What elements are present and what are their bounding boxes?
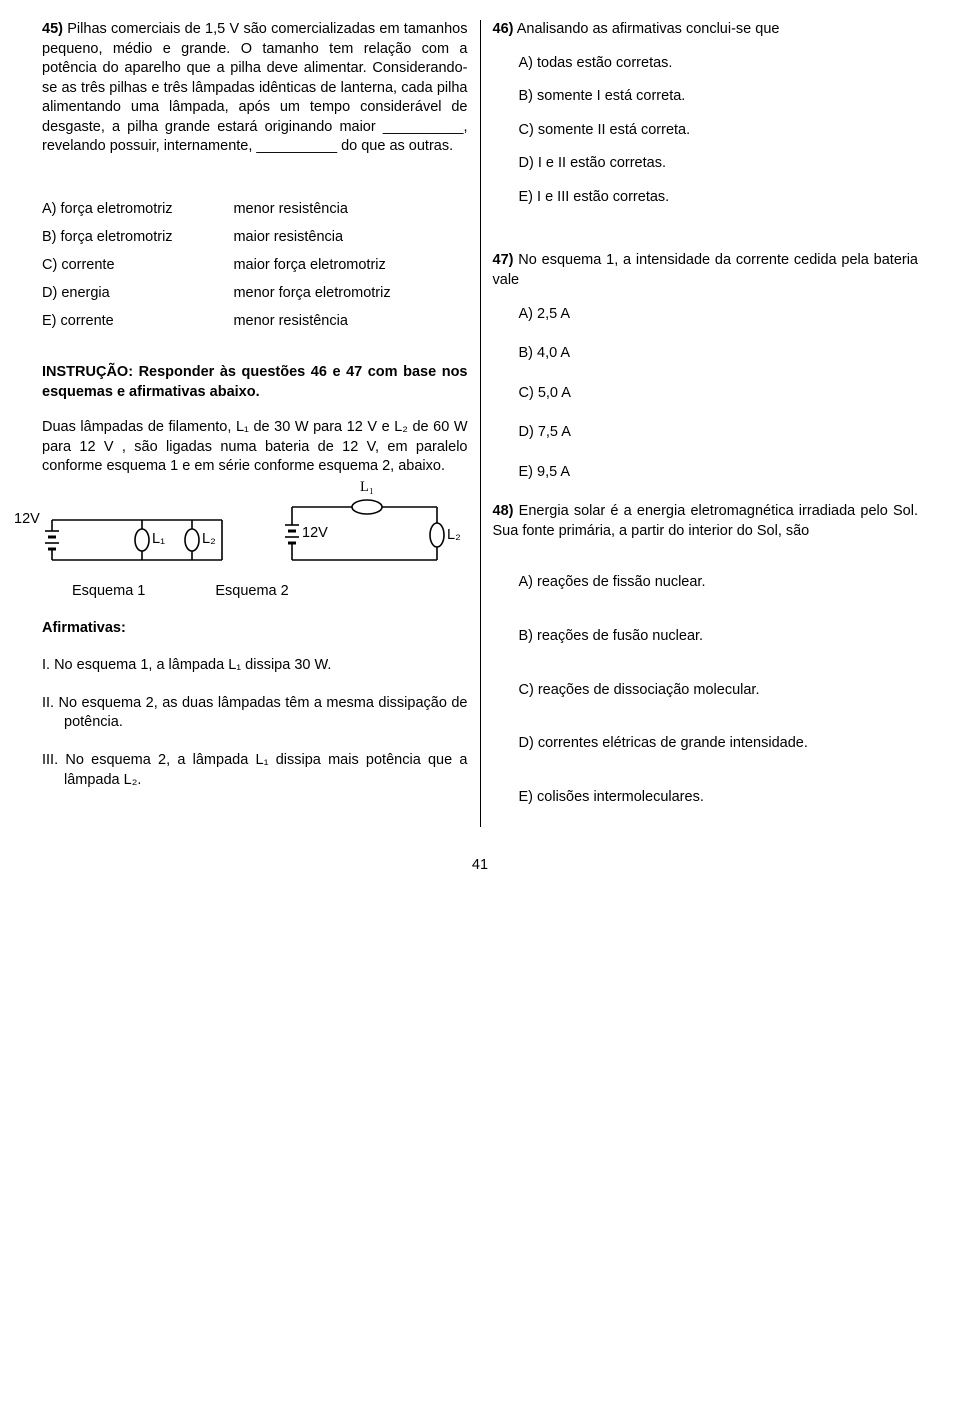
q48-opt-a: A) reações de fissão nuclear. — [493, 573, 919, 593]
q46-opt-c: C) somente II está correta. — [493, 121, 919, 141]
q45-options-table: A) força eletromotriz menor resistência … — [42, 195, 468, 335]
q47-opt-e: E) 9,5 A — [493, 463, 919, 483]
q46-number: 46) — [493, 21, 514, 37]
schema1-l2: L₂ — [202, 531, 216, 547]
left-column: 45) Pilhas comerciais de 1,5 V são comer… — [30, 20, 481, 827]
table-row: E) corrente menor resistência — [42, 307, 468, 335]
instruction: INSTRUÇÃO: Responder às questões 46 e 47… — [42, 363, 468, 402]
table-row: A) força eletromotriz menor resistência — [42, 195, 468, 223]
q48-number: 48) — [493, 503, 514, 519]
q45-opt-d-left: D) energia — [42, 279, 233, 307]
q45-opt-b-right: maior resistência — [233, 223, 467, 251]
page: 45) Pilhas comerciais de 1,5 V são comer… — [0, 0, 960, 847]
circuit-schemas: 12V L₁ L₂ — [42, 495, 468, 575]
q46-stem: 46) Analisando as afirmativas conclui-se… — [493, 20, 919, 40]
q48-opt-b: B) reações de fusão nuclear. — [493, 627, 919, 647]
schema1-l1: L₁ — [152, 531, 165, 547]
schema-labels: Esquema 1 Esquema 2 — [72, 583, 468, 599]
right-column: 46) Analisando as afirmativas conclui-se… — [481, 20, 931, 827]
q48-body: Energia solar é a energia eletromagnétic… — [493, 503, 919, 539]
schema1-label: Esquema 1 — [72, 583, 145, 599]
afirm-ii: II. No esquema 2, as duas lâmpadas têm a… — [42, 694, 468, 733]
q45-opt-b-left: B) força eletromotriz — [42, 223, 233, 251]
q47-opt-c: C) 5,0 A — [493, 384, 919, 404]
q47-stem: 47) No esquema 1, a intensidade da corre… — [493, 251, 919, 290]
schema1-12v: 12V — [14, 511, 40, 527]
schema-2: L₁ 12V L₂ — [282, 495, 452, 575]
schema-1: 12V L₁ L₂ — [42, 505, 232, 575]
q47-opt-b: B) 4,0 A — [493, 344, 919, 364]
q47-opt-d: D) 7,5 A — [493, 423, 919, 443]
q45-number: 45) — [42, 21, 63, 37]
q46-opt-a: A) todas estão corretas. — [493, 54, 919, 74]
q45-text: 45) Pilhas comerciais de 1,5 V são comer… — [42, 20, 468, 157]
q45-opt-e-left: E) corrente — [42, 307, 233, 335]
page-number: 41 — [0, 857, 960, 873]
schema2-label: Esquema 2 — [215, 583, 288, 599]
schema2-l2: L₂ — [447, 527, 461, 543]
q47-body: No esquema 1, a intensidade da corrente … — [493, 252, 919, 288]
q48-stem: 48) Energia solar é a energia eletromagn… — [493, 502, 919, 541]
q45-opt-d-right: menor força eletromotriz — [233, 279, 467, 307]
schema2-12v: 12V — [302, 525, 328, 541]
q45-body: Pilhas comerciais de 1,5 V são comercial… — [42, 21, 468, 154]
q48-opt-c: C) reações de dissociação molecular. — [493, 681, 919, 701]
q46-opt-d: D) I e II estão corretas. — [493, 154, 919, 174]
table-row: C) corrente maior força eletromotriz — [42, 251, 468, 279]
q45-opt-e-right: menor resistência — [233, 307, 467, 335]
afirmativas-title: Afirmativas: — [42, 619, 468, 639]
q45-opt-c-left: C) corrente — [42, 251, 233, 279]
lamp-paragraph: Duas lâmpadas de filamento, L₁ de 30 W p… — [42, 418, 468, 477]
q47-opt-a: A) 2,5 A — [493, 305, 919, 325]
q46-body: Analisando as afirmativas conclui-se que — [517, 21, 780, 37]
schema2-l1: L₁ — [360, 479, 374, 496]
table-row: B) força eletromotriz maior resistência — [42, 223, 468, 251]
q48-opt-e: E) colisões intermoleculares. — [493, 788, 919, 808]
q47-number: 47) — [493, 252, 514, 268]
q48-opt-d: D) correntes elétricas de grande intensi… — [493, 734, 919, 754]
q46-opt-b: B) somente I está correta. — [493, 87, 919, 107]
q45-opt-c-right: maior força eletromotriz — [233, 251, 467, 279]
q45-opt-a-left: A) força eletromotriz — [42, 195, 233, 223]
table-row: D) energia menor força eletromotriz — [42, 279, 468, 307]
afirm-i: I. No esquema 1, a lâmpada L₁ dissipa 30… — [42, 656, 468, 676]
afirm-iii: III. No esquema 2, a lâmpada L₁ dissipa … — [42, 751, 468, 790]
q45-opt-a-right: menor resistência — [233, 195, 467, 223]
q46-opt-e: E) I e III estão corretas. — [493, 188, 919, 208]
